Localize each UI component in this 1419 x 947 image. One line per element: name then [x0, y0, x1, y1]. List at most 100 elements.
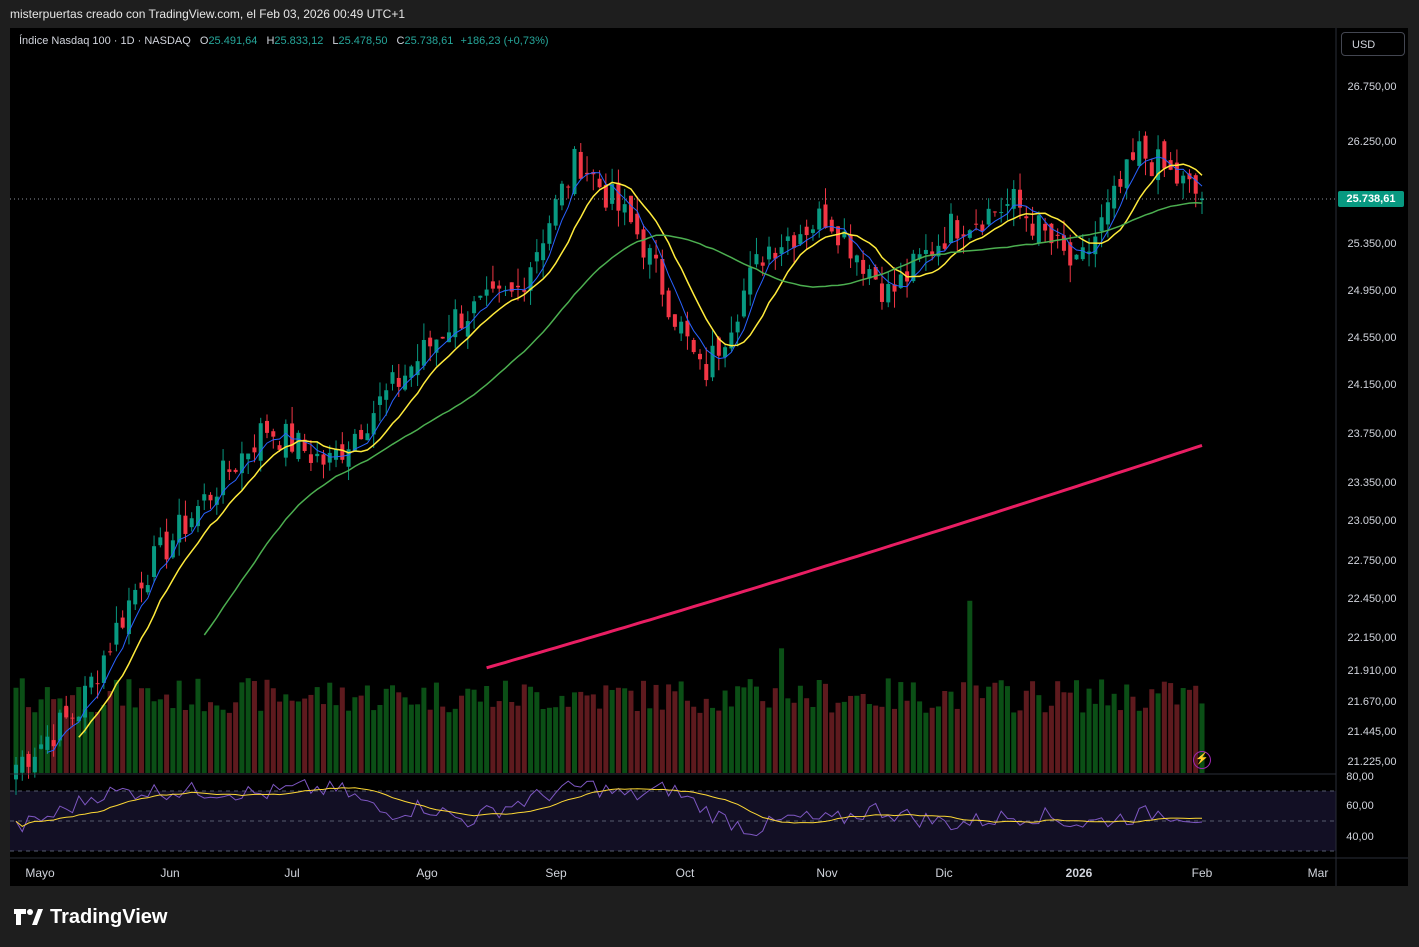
- rsi-tick-label: 60,00: [1346, 800, 1374, 812]
- y-tick-label: 22.150,00: [1348, 632, 1397, 644]
- candle-body: [158, 537, 163, 546]
- volume-bar: [666, 684, 672, 773]
- symbol-name: Índice Nasdaq 100 · 1D · NASDAQ: [19, 35, 191, 47]
- volume-bar: [753, 686, 759, 773]
- candle-body: [327, 452, 332, 463]
- tradingview-logo[interactable]: TradingView: [12, 905, 167, 929]
- candle-body: [308, 454, 313, 463]
- volume-bar: [854, 695, 860, 773]
- candle-body: [352, 433, 357, 452]
- volume-bar: [760, 701, 766, 773]
- candle-body: [108, 651, 113, 653]
- volume-bar: [333, 705, 339, 773]
- candle-body: [622, 204, 627, 213]
- volume-bar: [415, 704, 421, 773]
- candle-body: [57, 712, 62, 741]
- candle-body: [578, 151, 583, 179]
- y-tick-label: 21.225,00: [1348, 756, 1397, 768]
- rsi-ma-line: [15, 787, 1202, 827]
- volume-bar: [622, 688, 628, 773]
- candle-body: [735, 321, 740, 333]
- ma-fast-line: [47, 156, 1203, 753]
- candle-body: [804, 226, 809, 236]
- candle-body: [64, 705, 69, 718]
- chart-attribution: misterpuertas creado con TradingView.com…: [10, 7, 405, 21]
- candle-body: [478, 295, 483, 298]
- candle-body: [792, 235, 797, 248]
- candle-body: [227, 469, 232, 472]
- lightning-bolt-icon[interactable]: ⚡: [1193, 751, 1211, 769]
- candle-body: [384, 390, 389, 400]
- candle-body: [1174, 162, 1179, 184]
- volume-bar: [1086, 688, 1092, 773]
- volume-bar: [1180, 688, 1186, 773]
- volume-bar: [189, 704, 195, 773]
- candle-body: [277, 445, 282, 450]
- rsi-line: [15, 779, 1203, 837]
- candle-body: [208, 494, 213, 501]
- x-tick-label: 2026: [1066, 866, 1093, 880]
- candle-body: [101, 655, 106, 683]
- candle-body: [1011, 189, 1016, 209]
- volume-bar: [490, 706, 496, 773]
- volume-bar: [295, 701, 301, 773]
- candle-body: [873, 266, 878, 280]
- volume-bar: [496, 701, 502, 773]
- volume-bar: [935, 706, 941, 773]
- candle-body: [1137, 141, 1142, 166]
- candle-body: [534, 252, 539, 262]
- candle-body: [233, 469, 238, 472]
- volume-bar: [797, 685, 803, 773]
- volume-bar: [647, 708, 653, 773]
- volume-bar: [1092, 703, 1098, 773]
- volume-bar: [1193, 685, 1199, 773]
- candle-body: [635, 213, 640, 235]
- volume-bar: [961, 682, 967, 773]
- candle-body: [32, 756, 37, 773]
- candle-body: [390, 372, 395, 384]
- candle-body: [133, 589, 138, 605]
- candle-body: [39, 744, 44, 749]
- volume-bar: [973, 685, 979, 773]
- candle-body: [522, 289, 527, 292]
- last-price-tag: 25.738,61: [1338, 191, 1404, 207]
- volume-bar: [459, 695, 465, 773]
- candle-body: [421, 339, 426, 366]
- candle-body: [1087, 251, 1092, 254]
- volume-bar: [132, 707, 138, 773]
- footer-brand: TradingView: [50, 905, 168, 928]
- candle-body: [296, 432, 301, 460]
- candle-body: [697, 353, 702, 360]
- volume-bar: [615, 687, 621, 773]
- volume-bar: [810, 706, 816, 773]
- tradingview-logo-icon: [14, 909, 43, 925]
- candle-body: [942, 243, 947, 249]
- candle-body: [748, 267, 753, 295]
- candle-body: [685, 320, 690, 337]
- volume-bar: [402, 697, 408, 773]
- candle-body: [679, 321, 684, 334]
- candle-body: [453, 309, 458, 338]
- volume-bar: [226, 712, 232, 773]
- candle-body: [917, 254, 922, 259]
- candle-body: [610, 184, 615, 204]
- candle-body: [45, 736, 50, 750]
- volume-bar: [584, 695, 590, 773]
- volume-bar: [170, 708, 176, 773]
- candle-body: [603, 184, 608, 208]
- candle-body: [641, 229, 646, 258]
- volume-bar: [747, 679, 753, 773]
- candle-body: [1049, 223, 1054, 244]
- candle-body: [879, 283, 884, 302]
- candle-body: [672, 314, 677, 327]
- volume-bar: [1130, 696, 1136, 773]
- candle-body: [798, 234, 803, 245]
- candle-body: [741, 290, 746, 317]
- candle-body: [446, 332, 451, 343]
- candle-body: [886, 283, 891, 303]
- candle-body: [1024, 216, 1029, 219]
- currency-button[interactable]: USD: [1341, 32, 1405, 56]
- volume-bar: [477, 701, 483, 773]
- volume-bar: [1168, 683, 1174, 773]
